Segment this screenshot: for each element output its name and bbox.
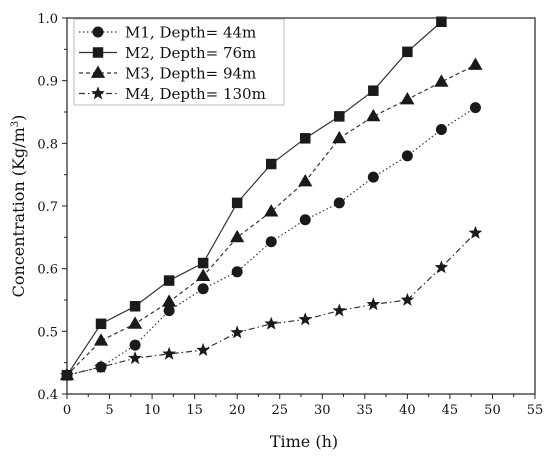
data-point-m2-depth-76m: [197, 257, 209, 269]
legend-marker-m2-depth-76m: [92, 47, 104, 58]
x-tick-label: 5: [105, 403, 113, 418]
data-point-m1-depth-44m: [401, 150, 413, 162]
y-tick-label: 0.5: [37, 325, 58, 340]
data-point-m3-depth-94m: [298, 174, 313, 187]
legend: M1, Depth= 44m M2, Depth= 76m M3, Depth= 9…: [73, 18, 285, 106]
series-line-m2-depth-76m: [66, 21, 442, 376]
y-tick-label: 0.7: [37, 200, 58, 215]
data-point-m2-depth-76m: [231, 197, 243, 209]
y-axis-title-superscript: 3: [10, 121, 21, 127]
data-point-m3-depth-94m: [366, 108, 381, 122]
data-point-m3-depth-94m: [127, 316, 143, 329]
x-tick-label: 15: [186, 403, 203, 418]
data-point-m1-depth-44m: [265, 236, 277, 248]
y-axis-title-tail: ): [9, 115, 28, 121]
data-point-m3-depth-94m: [332, 130, 347, 144]
data-point-m1-depth-44m: [197, 283, 209, 295]
data-point-m4-depth-130m: [230, 325, 245, 339]
plot-area: [59, 16, 483, 382]
data-point-m2-depth-76m: [163, 275, 175, 286]
data-point-m3-depth-94m: [400, 91, 415, 105]
data-point-m1-depth-44m: [469, 102, 481, 114]
legend-label-m2-depth-76m: M2, Depth= 76m: [125, 44, 256, 62]
data-point-m4-depth-130m: [434, 260, 449, 274]
legend-box: [73, 18, 285, 106]
axes: 0 5 10 15 20 25 30 35 40 45 50 55 0.4 0.5 0.6 0.7 0.8 0.9…: [37, 12, 543, 418]
x-tick-label: 55: [527, 403, 544, 418]
data-point-m1-depth-44m: [367, 171, 379, 183]
data-point-m3-depth-94m: [93, 333, 109, 346]
data-point-m3-depth-94m: [468, 57, 483, 70]
data-point-m4-depth-130m: [400, 292, 415, 306]
data-point-m1-depth-44m: [163, 305, 175, 317]
x-tick-label: 0: [63, 403, 71, 418]
data-point-m2-depth-76m: [402, 46, 413, 58]
data-point-m2-depth-76m: [265, 158, 277, 170]
data-point-m4-depth-130m: [196, 342, 210, 356]
y-tick-label: 0.6: [37, 263, 58, 278]
data-point-m1-depth-44m: [299, 214, 311, 226]
x-tick-label: 30: [314, 403, 331, 418]
data-point-m4-depth-130m: [128, 351, 142, 365]
x-tick-label: 20: [229, 403, 246, 418]
data-point-m3-depth-94m: [161, 294, 177, 307]
data-point-m2-depth-76m: [95, 318, 107, 330]
y-tick-label: 0.4: [37, 388, 58, 403]
x-tick-label: 45: [442, 403, 459, 418]
x-tick-label: 35: [357, 403, 374, 418]
legend-label-m3-depth-94m: M3, Depth= 94m: [125, 65, 256, 83]
x-tick-label: 50: [484, 403, 501, 418]
data-point-m4-depth-130m: [94, 359, 108, 373]
data-point-m4-depth-130m: [366, 297, 381, 311]
data-point-m3-depth-94m: [434, 74, 449, 87]
x-axis-title: Time (h): [270, 432, 338, 451]
data-point-m4-depth-130m: [162, 346, 176, 360]
series-line-m4-depth-130m: [66, 232, 476, 376]
data-point-m4-depth-130m: [332, 303, 347, 317]
data-point-m1-depth-44m: [333, 197, 345, 209]
data-point-m2-depth-76m: [129, 301, 141, 312]
y-axis-title: Concentration (Kg/m3): [9, 115, 28, 298]
data-point-m3-depth-94m: [196, 268, 211, 282]
data-point-m2-depth-76m: [436, 16, 447, 28]
data-point-m4-depth-130m: [468, 225, 483, 239]
y-tick-label: 0.9: [37, 75, 58, 90]
data-point-m4-depth-130m: [264, 316, 279, 330]
y-tick-label: 0.8: [37, 137, 58, 152]
x-tick-label: 10: [144, 403, 161, 418]
x-tick-label: 25: [271, 403, 288, 418]
data-point-m3-depth-94m: [264, 204, 279, 217]
data-point-m3-depth-94m: [230, 229, 245, 243]
x-tick-label: 40: [399, 403, 416, 418]
legend-marker-m4-depth-130m: [91, 86, 105, 100]
data-point-m2-depth-76m: [300, 133, 311, 144]
data-point-m1-depth-44m: [435, 124, 447, 136]
data-point-m4-depth-130m: [298, 312, 313, 326]
legend-label-m4-depth-130m: M4, Depth= 130m: [125, 85, 266, 103]
y-tick-label: 1.0: [37, 12, 58, 27]
y-axis-title-main: Concentration (Kg/m: [9, 127, 28, 297]
legend-marker-m3-depth-94m: [90, 65, 106, 78]
data-point-m1-depth-44m: [231, 266, 243, 278]
legend-marker-m1-depth-44m: [92, 26, 104, 38]
data-point-m2-depth-76m: [334, 111, 345, 122]
data-point-m1-depth-44m: [129, 339, 141, 351]
data-point-m2-depth-76m: [368, 85, 379, 96]
legend-label-m1-depth-44m: M1, Depth= 44m: [125, 24, 256, 42]
